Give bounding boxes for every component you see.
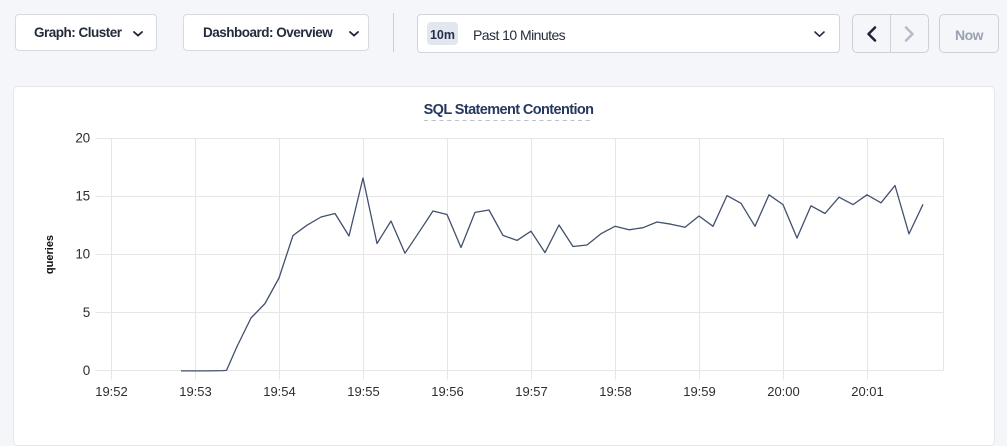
- svg-text:20: 20: [75, 131, 90, 146]
- svg-text:0: 0: [83, 363, 90, 378]
- svg-text:19:53: 19:53: [179, 384, 212, 399]
- svg-text:19:56: 19:56: [431, 384, 464, 399]
- svg-text:10: 10: [75, 247, 90, 262]
- svg-text:19:59: 19:59: [683, 384, 716, 399]
- svg-text:19:55: 19:55: [347, 384, 380, 399]
- svg-text:19:54: 19:54: [263, 384, 296, 399]
- svg-text:5: 5: [83, 305, 90, 320]
- svg-text:20:01: 20:01: [851, 384, 884, 399]
- svg-text:19:57: 19:57: [515, 384, 548, 399]
- svg-text:19:52: 19:52: [95, 384, 128, 399]
- svg-text:19:58: 19:58: [599, 384, 632, 399]
- svg-text:15: 15: [75, 189, 90, 204]
- svg-text:20:00: 20:00: [767, 384, 800, 399]
- svg-text:queries: queries: [44, 235, 56, 274]
